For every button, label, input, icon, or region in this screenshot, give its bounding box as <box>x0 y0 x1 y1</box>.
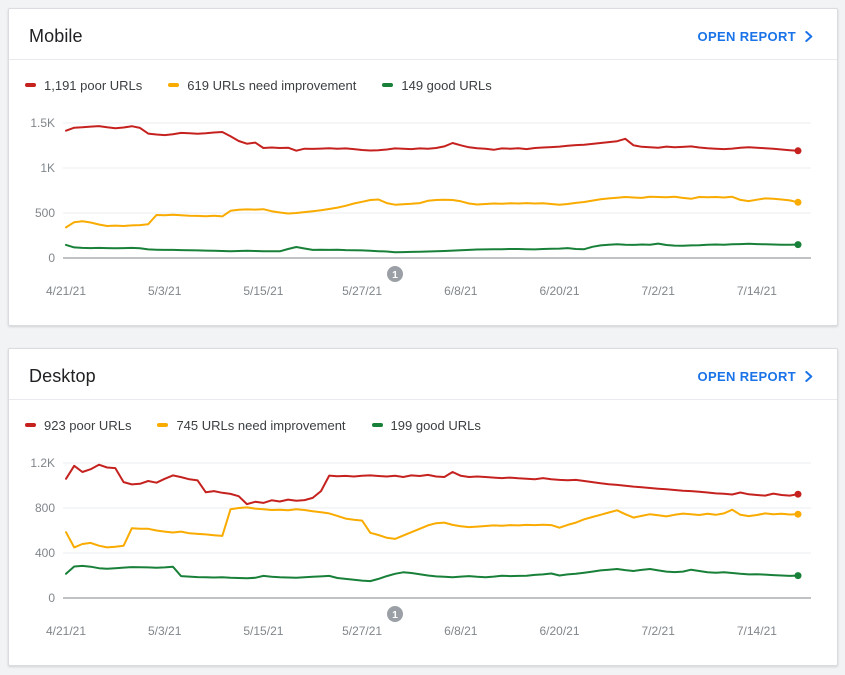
legend-item-poor: 1,191 poor URLs <box>25 78 142 93</box>
series-end-dot-1 <box>794 198 802 206</box>
poor-color-chip <box>25 82 36 88</box>
legend-label-needs-improvement: 619 URLs need improvement <box>187 77 357 93</box>
legend-label-poor: 1,191 poor URLs <box>44 77 143 93</box>
desktop-card-header: Desktop OPEN REPORT <box>9 349 837 399</box>
open-report-link-desktop[interactable]: OPEN REPORT <box>698 369 813 384</box>
series-end-dot-2 <box>794 241 802 249</box>
x-axis-tick-label: 7/14/21 <box>737 284 777 298</box>
legend-item-needs-improvement: 745 URLs need improvement <box>157 417 346 433</box>
x-axis-tick-label: 6/20/21 <box>539 284 579 298</box>
mobile-card-header: Mobile OPEN REPORT <box>9 9 837 59</box>
series-line-2[interactable] <box>65 564 799 583</box>
needs-improvement-color-chip <box>168 82 180 88</box>
x-axis-tick-label: 6/20/21 <box>539 624 579 638</box>
desktop-legend: 923 poor URLs 745 URLs need improvement … <box>9 400 837 446</box>
svg-text:1: 1 <box>392 269 398 281</box>
series-line-1[interactable] <box>65 506 799 549</box>
needs-improvement-color-chip <box>157 422 169 428</box>
poor-color-chip <box>25 422 36 428</box>
y-axis-tick-label: 0 <box>48 591 55 605</box>
x-axis-tick-label: 5/15/21 <box>243 284 283 298</box>
legend-item-good: 199 good URLs <box>371 417 481 433</box>
legend-label-poor: 923 poor URLs <box>44 417 132 433</box>
divider <box>9 399 837 400</box>
annotation-badge[interactable]: 1 <box>387 266 403 282</box>
y-axis-tick-label: 1.5K <box>30 116 55 130</box>
mobile-trend-chart[interactable]: 0 500 1K 1.5K 4/21/21 5/3/21 5/15/21 5/27/21 6/8… <box>9 106 838 306</box>
series-end-dot-1 <box>794 510 802 518</box>
chevron-right-icon <box>805 30 813 42</box>
chevron-right-icon <box>805 370 813 382</box>
x-axis-tick-label: 5/27/21 <box>342 284 382 298</box>
y-axis-tick-label: 800 <box>35 501 55 515</box>
y-axis-tick-label: 400 <box>35 546 55 560</box>
desktop-card: Desktop OPEN REPORT 923 poor URLs 745 UR… <box>8 348 838 666</box>
good-color-chip <box>382 82 394 88</box>
x-axis-tick-label: 7/2/21 <box>642 624 676 638</box>
series-line-1[interactable] <box>65 195 799 229</box>
desktop-trend-chart[interactable]: 0 400 800 1.2K 4/21/21 5/3/21 5/15/21 5/27/21 6/… <box>9 446 838 646</box>
series-line-2[interactable] <box>65 242 799 254</box>
good-color-chip <box>371 422 383 428</box>
legend-item-good: 149 good URLs <box>382 77 492 93</box>
card-title-desktop: Desktop <box>29 365 96 386</box>
x-axis-tick-label: 4/21/21 <box>46 624 86 638</box>
x-axis-tick-label: 6/8/21 <box>444 284 478 298</box>
x-axis-tick-label: 5/27/21 <box>342 624 382 638</box>
series-line-0[interactable] <box>65 125 799 152</box>
x-axis-tick-label: 7/2/21 <box>642 284 676 298</box>
legend-label-good: 199 good URLs <box>390 417 481 433</box>
x-axis-tick-label: 5/15/21 <box>243 624 283 638</box>
x-axis-tick-label: 5/3/21 <box>148 624 182 638</box>
series-end-dot-0 <box>794 147 802 155</box>
y-axis-tick-label: 1.2K <box>30 456 55 470</box>
legend-item-poor: 923 poor URLs <box>25 418 131 433</box>
svg-text:1: 1 <box>392 609 398 621</box>
divider <box>9 59 837 60</box>
y-axis-tick-label: 500 <box>35 206 55 220</box>
mobile-card: Mobile OPEN REPORT 1,191 poor URLs 619 U… <box>8 8 838 326</box>
open-report-link-mobile[interactable]: OPEN REPORT <box>698 29 813 44</box>
series-line-0[interactable] <box>65 463 799 506</box>
legend-item-needs-improvement: 619 URLs need improvement <box>168 78 356 93</box>
open-report-label: OPEN REPORT <box>697 28 796 44</box>
x-axis-tick-label: 6/8/21 <box>444 624 478 638</box>
open-report-label: OPEN REPORT <box>697 368 796 384</box>
annotation-badge[interactable]: 1 <box>387 606 403 622</box>
card-title-mobile: Mobile <box>29 25 83 46</box>
mobile-legend: 1,191 poor URLs 619 URLs need improvemen… <box>9 60 837 106</box>
legend-label-needs-improvement: 745 URLs need improvement <box>176 417 346 433</box>
series-end-dot-0 <box>794 490 802 498</box>
y-axis-tick-label: 1K <box>40 161 55 175</box>
y-axis-tick-label: 0 <box>48 251 55 265</box>
x-axis-tick-label: 5/3/21 <box>148 284 182 298</box>
series-end-dot-2 <box>794 572 802 580</box>
legend-label-good: 149 good URLs <box>401 77 492 93</box>
x-axis-tick-label: 4/21/21 <box>46 284 86 298</box>
x-axis-tick-label: 7/14/21 <box>737 624 777 638</box>
